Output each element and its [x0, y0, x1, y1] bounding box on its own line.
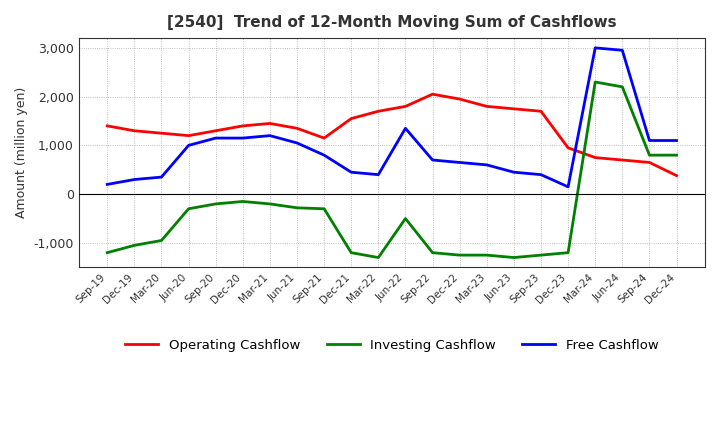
Operating Cashflow [482, 104, 491, 109]
Free Cashflow [618, 48, 626, 53]
Investing Cashflow [266, 201, 274, 206]
Free Cashflow [645, 138, 654, 143]
Operating Cashflow [645, 160, 654, 165]
Operating Cashflow [238, 123, 247, 128]
Investing Cashflow [591, 79, 600, 84]
Investing Cashflow [401, 216, 410, 221]
Free Cashflow [184, 143, 193, 148]
Line: Free Cashflow: Free Cashflow [107, 48, 677, 187]
Operating Cashflow [347, 116, 356, 121]
Free Cashflow [157, 174, 166, 180]
Free Cashflow [401, 126, 410, 131]
Free Cashflow [238, 136, 247, 141]
Investing Cashflow [618, 84, 626, 89]
Investing Cashflow [103, 250, 112, 255]
Operating Cashflow [266, 121, 274, 126]
Free Cashflow [130, 177, 139, 182]
Free Cashflow [266, 133, 274, 138]
Investing Cashflow [482, 253, 491, 258]
Free Cashflow [103, 182, 112, 187]
Investing Cashflow [320, 206, 328, 212]
Operating Cashflow [157, 131, 166, 136]
Line: Investing Cashflow: Investing Cashflow [107, 82, 677, 257]
Legend: Operating Cashflow, Investing Cashflow, Free Cashflow: Operating Cashflow, Investing Cashflow, … [120, 334, 664, 357]
Operating Cashflow [320, 136, 328, 141]
Investing Cashflow [510, 255, 518, 260]
Investing Cashflow [184, 206, 193, 212]
Free Cashflow [374, 172, 382, 177]
Operating Cashflow [130, 128, 139, 133]
Operating Cashflow [672, 173, 681, 178]
Investing Cashflow [347, 250, 356, 255]
Investing Cashflow [293, 205, 302, 210]
Free Cashflow [591, 45, 600, 51]
Free Cashflow [293, 140, 302, 146]
Investing Cashflow [374, 255, 382, 260]
Operating Cashflow [212, 128, 220, 133]
Investing Cashflow [564, 250, 572, 255]
Free Cashflow [455, 160, 464, 165]
Free Cashflow [482, 162, 491, 168]
Free Cashflow [320, 153, 328, 158]
Investing Cashflow [428, 250, 437, 255]
Investing Cashflow [238, 199, 247, 204]
Free Cashflow [672, 138, 681, 143]
Operating Cashflow [374, 109, 382, 114]
Operating Cashflow [293, 126, 302, 131]
Line: Operating Cashflow: Operating Cashflow [107, 94, 677, 176]
Operating Cashflow [184, 133, 193, 138]
Operating Cashflow [103, 123, 112, 128]
Operating Cashflow [564, 145, 572, 150]
Operating Cashflow [618, 158, 626, 163]
Operating Cashflow [455, 96, 464, 102]
Operating Cashflow [428, 92, 437, 97]
Free Cashflow [347, 169, 356, 175]
Investing Cashflow [212, 201, 220, 206]
Free Cashflow [212, 136, 220, 141]
Investing Cashflow [455, 253, 464, 258]
Operating Cashflow [591, 155, 600, 160]
Title: [2540]  Trend of 12-Month Moving Sum of Cashflows: [2540] Trend of 12-Month Moving Sum of C… [167, 15, 617, 30]
Free Cashflow [510, 169, 518, 175]
Investing Cashflow [536, 253, 545, 258]
Investing Cashflow [645, 153, 654, 158]
Investing Cashflow [672, 153, 681, 158]
Free Cashflow [428, 158, 437, 163]
Operating Cashflow [401, 104, 410, 109]
Operating Cashflow [510, 106, 518, 111]
Investing Cashflow [157, 238, 166, 243]
Free Cashflow [564, 184, 572, 190]
Y-axis label: Amount (million yen): Amount (million yen) [15, 87, 28, 218]
Investing Cashflow [130, 243, 139, 248]
Free Cashflow [536, 172, 545, 177]
Operating Cashflow [536, 109, 545, 114]
